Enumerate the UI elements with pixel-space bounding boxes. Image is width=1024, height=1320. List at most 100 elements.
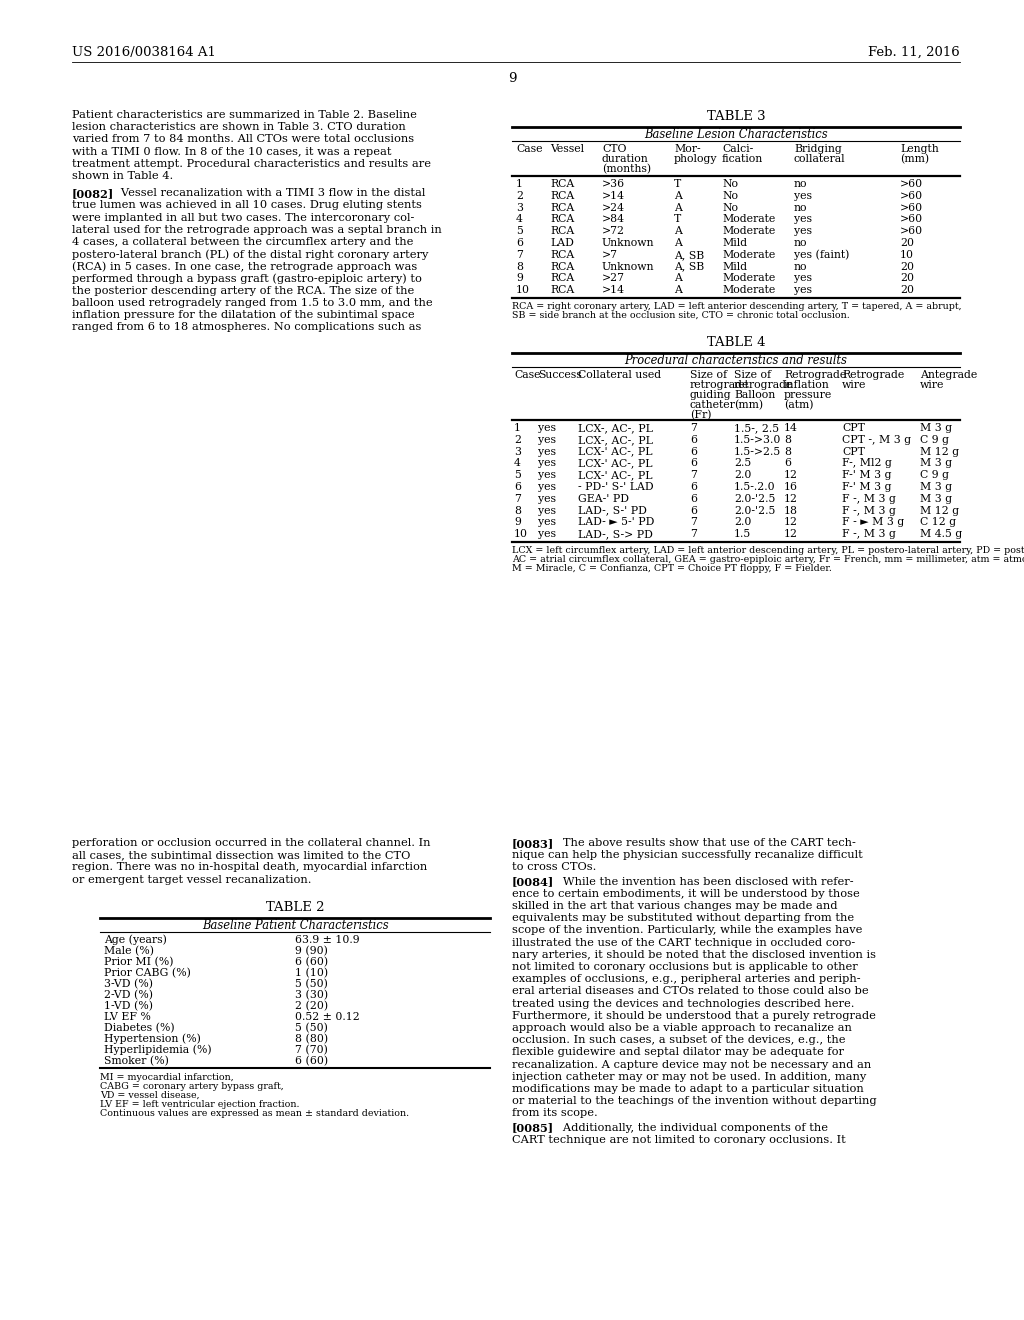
Text: examples of occlusions, e.g., peripheral arteries and periph-: examples of occlusions, e.g., peripheral…: [512, 974, 860, 985]
Text: RCA: RCA: [550, 191, 574, 201]
Text: Mor-: Mor-: [674, 144, 700, 154]
Text: lateral used for the retrograde approach was a septal branch in: lateral used for the retrograde approach…: [72, 224, 441, 235]
Text: (mm): (mm): [734, 400, 763, 411]
Text: Size of: Size of: [690, 370, 727, 380]
Text: region. There was no in-hospital death, myocardial infarction: region. There was no in-hospital death, …: [72, 862, 427, 873]
Text: Prior CABG (%): Prior CABG (%): [104, 968, 190, 978]
Text: M 12 g: M 12 g: [920, 506, 959, 516]
Text: 8: 8: [514, 506, 521, 516]
Text: [0082]: [0082]: [72, 189, 115, 199]
Text: wire: wire: [842, 380, 866, 389]
Text: from its scope.: from its scope.: [512, 1109, 598, 1118]
Text: LV EF = left ventricular ejection fraction.: LV EF = left ventricular ejection fracti…: [100, 1100, 299, 1109]
Text: 1 (10): 1 (10): [295, 968, 328, 978]
Text: Size of: Size of: [734, 370, 771, 380]
Text: The above results show that use of the CART tech-: The above results show that use of the C…: [552, 838, 856, 847]
Text: LCX = left circumflex artery, LAD = left anterior descending artery, PL = poster: LCX = left circumflex artery, LAD = left…: [512, 546, 1024, 554]
Text: retrograde: retrograde: [690, 380, 750, 389]
Text: 5 (50): 5 (50): [295, 979, 328, 989]
Text: 6: 6: [690, 494, 697, 504]
Text: While the invention has been disclosed with refer-: While the invention has been disclosed w…: [552, 876, 854, 887]
Text: C 12 g: C 12 g: [920, 517, 956, 528]
Text: Moderate: Moderate: [722, 214, 775, 224]
Text: 6: 6: [690, 506, 697, 516]
Text: 12: 12: [784, 494, 798, 504]
Text: 7: 7: [690, 529, 697, 539]
Text: 6: 6: [516, 238, 523, 248]
Text: yes (faint): yes (faint): [794, 249, 849, 260]
Text: 3: 3: [514, 446, 521, 457]
Text: >60: >60: [900, 214, 923, 224]
Text: 2.5: 2.5: [734, 458, 752, 469]
Text: yes: yes: [794, 226, 812, 236]
Text: 9 (90): 9 (90): [295, 946, 328, 956]
Text: A: A: [674, 226, 682, 236]
Text: M 12 g: M 12 g: [920, 446, 959, 457]
Text: (months): (months): [602, 164, 651, 174]
Text: No: No: [722, 202, 738, 213]
Text: 6 (60): 6 (60): [295, 957, 328, 968]
Text: LAD-, S-> PD: LAD-, S-> PD: [578, 529, 653, 539]
Text: yes: yes: [794, 273, 812, 284]
Text: No: No: [722, 191, 738, 201]
Text: M 3 g: M 3 g: [920, 422, 952, 433]
Text: 1.5->2.5: 1.5->2.5: [734, 446, 781, 457]
Text: postero-lateral branch (PL) of the distal right coronary artery: postero-lateral branch (PL) of the dista…: [72, 249, 428, 260]
Text: ence to certain embodiments, it will be understood by those: ence to certain embodiments, it will be …: [512, 888, 860, 899]
Text: RCA: RCA: [550, 261, 574, 272]
Text: illustrated the use of the CART technique in occluded coro-: illustrated the use of the CART techniqu…: [512, 937, 855, 948]
Text: yes: yes: [538, 494, 556, 504]
Text: yes: yes: [794, 191, 812, 201]
Text: F-' M 3 g: F-' M 3 g: [842, 470, 892, 480]
Text: Smoker (%): Smoker (%): [104, 1056, 169, 1067]
Text: >60: >60: [900, 191, 923, 201]
Text: Diabetes (%): Diabetes (%): [104, 1023, 175, 1034]
Text: Case: Case: [516, 144, 543, 154]
Text: C 9 g: C 9 g: [920, 470, 949, 480]
Text: 12: 12: [784, 517, 798, 528]
Text: RCA: RCA: [550, 202, 574, 213]
Text: (RCA) in 5 cases. In one case, the retrograde approach was: (RCA) in 5 cases. In one case, the retro…: [72, 261, 417, 272]
Text: CTO: CTO: [602, 144, 627, 154]
Text: Vessel: Vessel: [550, 144, 584, 154]
Text: 18: 18: [784, 506, 798, 516]
Text: no: no: [794, 238, 808, 248]
Text: true lumen was achieved in all 10 cases. Drug eluting stents: true lumen was achieved in all 10 cases.…: [72, 201, 422, 210]
Text: F-, Ml2 g: F-, Ml2 g: [842, 458, 892, 469]
Text: CPT: CPT: [842, 446, 865, 457]
Text: Patient characteristics are summarized in Table 2. Baseline: Patient characteristics are summarized i…: [72, 110, 417, 120]
Text: >36: >36: [602, 180, 625, 189]
Text: M 3 g: M 3 g: [920, 494, 952, 504]
Text: RCA: RCA: [550, 249, 574, 260]
Text: 3 (30): 3 (30): [295, 990, 328, 1001]
Text: 12: 12: [784, 529, 798, 539]
Text: 7: 7: [690, 517, 697, 528]
Text: ranged from 6 to 18 atmospheres. No complications such as: ranged from 6 to 18 atmospheres. No comp…: [72, 322, 421, 333]
Text: Prior MI (%): Prior MI (%): [104, 957, 173, 968]
Text: Mild: Mild: [722, 261, 748, 272]
Text: Retrograde: Retrograde: [784, 370, 846, 380]
Text: Moderate: Moderate: [722, 285, 775, 296]
Text: 7: 7: [514, 494, 521, 504]
Text: Moderate: Moderate: [722, 249, 775, 260]
Text: Collateral used: Collateral used: [578, 370, 662, 380]
Text: Vessel recanalization with a TIMI 3 flow in the distal: Vessel recanalization with a TIMI 3 flow…: [110, 189, 425, 198]
Text: 2: 2: [516, 191, 523, 201]
Text: 7: 7: [516, 249, 523, 260]
Text: Retrograde: Retrograde: [842, 370, 904, 380]
Text: Baseline Patient Characteristics: Baseline Patient Characteristics: [202, 919, 388, 932]
Text: 20: 20: [900, 285, 914, 296]
Text: 1.5-.2.0: 1.5-.2.0: [734, 482, 775, 492]
Text: Furthermore, it should be understood that a purely retrograde: Furthermore, it should be understood tha…: [512, 1011, 876, 1020]
Text: C 9 g: C 9 g: [920, 434, 949, 445]
Text: Baseline Lesion Characteristics: Baseline Lesion Characteristics: [644, 128, 827, 141]
Text: 63.9 ± 10.9: 63.9 ± 10.9: [295, 935, 359, 945]
Text: were implanted in all but two cases. The intercoronary col-: were implanted in all but two cases. The…: [72, 213, 415, 223]
Text: 2.0: 2.0: [734, 517, 752, 528]
Text: (atm): (atm): [784, 400, 813, 411]
Text: Procedural characteristics and results: Procedural characteristics and results: [625, 354, 848, 367]
Text: >60: >60: [900, 226, 923, 236]
Text: yes: yes: [538, 446, 556, 457]
Text: CPT -, M 3 g: CPT -, M 3 g: [842, 434, 911, 445]
Text: LCX-, AC-, PL: LCX-, AC-, PL: [578, 422, 653, 433]
